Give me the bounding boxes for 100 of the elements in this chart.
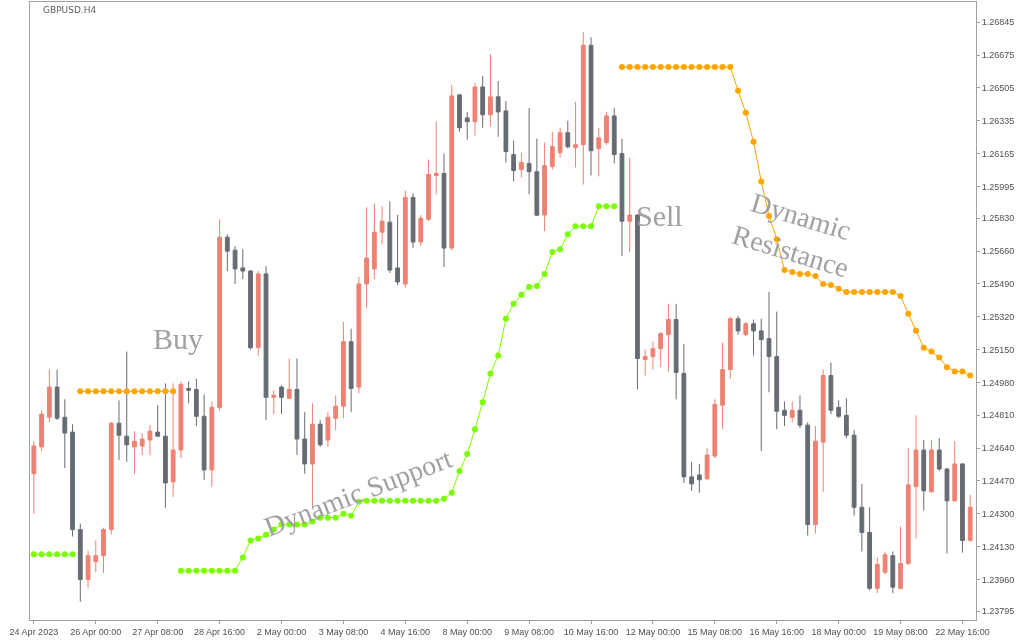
candlestick [735,315,741,336]
candlestick [944,467,950,555]
x-tick-label: 27 Apr 08:00 [132,626,184,637]
y-tick-label: 1.23795 [981,606,1015,617]
point [704,64,711,71]
point [866,288,873,295]
candlestick [240,248,246,280]
point [758,178,765,185]
candlestick [720,342,725,430]
x-tick-label: 26 Apr 00:00 [70,626,122,637]
y-tick-label: 1.25490 [981,279,1015,290]
candlestick [449,84,455,251]
candlestick [534,138,540,217]
annotation: Buy [153,322,204,355]
candlestick [704,447,710,481]
candlestick [356,276,362,394]
candlestick [696,463,702,494]
candlestick [317,419,323,448]
candlestick [828,362,834,415]
candlestick [650,341,656,371]
candlestick [263,265,269,421]
candlestick [565,120,571,150]
candlestick [898,526,903,590]
y-tick-label: 1.25660 [981,246,1015,257]
candlestick [666,303,671,373]
y-tick-label: 1.25320 [981,311,1015,322]
point [123,388,130,395]
candlestick [851,429,857,517]
candlestick [952,440,958,503]
candlestick [782,400,787,427]
point [170,388,177,395]
point [139,388,146,395]
candlestick [302,411,308,475]
candlestick [85,549,91,589]
y-tick-label: 1.23960 [981,574,1015,585]
candlestick [139,432,145,456]
candlestick [681,343,687,484]
candlestick [441,153,447,268]
x-tick-label: 19 May 08:00 [873,626,928,637]
candlestick [588,36,594,176]
candlestick [325,411,331,448]
candlestick [797,394,803,429]
candlestick [766,291,772,393]
x-tick-label: 28 Apr 16:00 [194,626,246,637]
candlestick [93,539,99,573]
candlestick [147,424,153,456]
point [843,288,850,295]
candlestick [658,331,664,368]
candlestick [557,127,563,158]
x-tick-label: 10 May 16:00 [563,626,619,637]
candlestick [108,421,114,536]
candlestick [116,399,122,461]
annotation: Sell [636,199,683,232]
candlestick [859,483,865,552]
candlestick [62,398,68,469]
y-tick-label: 1.25995 [981,181,1015,192]
candlestick [936,437,942,472]
candlestick [54,369,60,421]
y-tick-label: 1.26845 [981,17,1015,28]
point [115,388,122,395]
candlestick [960,462,965,554]
point [77,388,84,395]
candlestick [402,189,408,289]
candlestick [921,439,927,512]
y-tick-label: 1.26165 [981,148,1015,159]
point [820,280,827,287]
point [634,64,641,71]
candlestick [178,380,184,459]
candlestick [464,111,470,141]
candlestick [209,400,215,488]
candlestick [542,142,547,232]
point [905,310,912,317]
candlestick [549,131,555,170]
candlestick [132,430,137,475]
point [100,388,107,395]
point [913,327,920,334]
candlestick [255,270,261,357]
candlestick [727,316,733,380]
point [874,288,881,295]
x-tick-label: 12 May 00:00 [625,626,681,637]
candlestick [882,551,888,575]
candlestick [503,100,509,163]
point [897,292,904,299]
y-tick-label: 1.24300 [981,508,1015,519]
candlestick [905,447,911,566]
candlestick [364,206,370,309]
candlestick [387,200,393,274]
candlestick [890,550,896,594]
candlestick [751,319,756,357]
candlestick [518,152,524,179]
point [827,281,834,288]
point [649,64,656,71]
point [657,64,664,71]
candlestick [611,107,617,164]
candlestick [774,311,780,430]
candlestick [619,138,625,257]
x-tick-label: 22 May 16:00 [935,626,990,637]
point [626,64,633,71]
point [696,64,703,71]
y-tick-label: 1.26675 [981,50,1015,61]
